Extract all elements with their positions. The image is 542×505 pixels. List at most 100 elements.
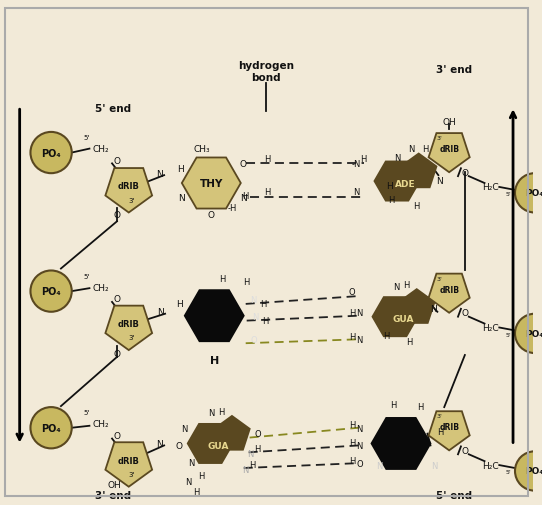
Text: N: N: [248, 449, 254, 458]
Text: N: N: [156, 169, 163, 178]
Text: dRIB: dRIB: [118, 456, 140, 465]
Polygon shape: [372, 297, 418, 337]
Circle shape: [515, 314, 542, 354]
Text: N: N: [357, 441, 363, 450]
Polygon shape: [399, 289, 435, 323]
Text: O: O: [357, 459, 363, 468]
Text: N: N: [156, 439, 163, 448]
Polygon shape: [105, 442, 152, 487]
Text: H: H: [349, 309, 355, 318]
Text: H: H: [422, 145, 429, 154]
Text: bond: bond: [251, 73, 281, 83]
Text: H: H: [403, 280, 409, 289]
Text: H: H: [243, 277, 250, 286]
Circle shape: [30, 133, 72, 174]
Text: N: N: [394, 154, 400, 163]
Text: O: O: [113, 157, 120, 166]
Text: H: H: [218, 407, 224, 416]
Text: hydrogen: hydrogen: [238, 61, 294, 71]
Text: H: H: [417, 402, 424, 411]
Text: H: H: [198, 472, 205, 480]
Text: 5' end: 5' end: [436, 490, 472, 499]
Text: CH₂: CH₂: [93, 145, 109, 154]
Text: N: N: [431, 461, 437, 470]
Text: H: H: [388, 196, 395, 205]
Polygon shape: [185, 290, 244, 341]
Text: PO₄: PO₄: [41, 148, 61, 158]
Text: H: H: [386, 182, 392, 191]
Text: H: H: [360, 155, 367, 164]
Circle shape: [30, 271, 72, 312]
Text: dRIB: dRIB: [118, 182, 140, 191]
Text: 3' end: 3' end: [436, 65, 472, 75]
Text: dRIB: dRIB: [118, 320, 140, 328]
Text: CH₃: CH₃: [193, 145, 210, 154]
Text: 3': 3': [436, 276, 442, 281]
Text: N: N: [178, 194, 185, 203]
Text: O: O: [461, 309, 468, 318]
Text: 5' end: 5' end: [95, 104, 131, 114]
Text: N: N: [436, 176, 443, 185]
Text: H₂C: H₂C: [482, 183, 499, 192]
Text: N: N: [353, 188, 360, 197]
Text: 5': 5': [83, 409, 89, 415]
Text: 3': 3': [128, 197, 135, 204]
Text: H: H: [437, 427, 443, 436]
Text: N: N: [185, 477, 192, 486]
Text: H₂C: H₂C: [482, 461, 499, 470]
Polygon shape: [429, 274, 470, 313]
Text: 3' end: 3' end: [95, 490, 131, 499]
Text: O: O: [239, 160, 246, 169]
Text: 5': 5': [505, 192, 511, 197]
Text: O: O: [461, 168, 468, 177]
Text: H: H: [349, 438, 355, 447]
Text: 3': 3': [128, 335, 135, 341]
Text: PO₄: PO₄: [41, 286, 61, 296]
Polygon shape: [182, 158, 241, 209]
Text: H: H: [242, 192, 249, 201]
Text: N: N: [357, 309, 363, 318]
Text: H: H: [249, 460, 256, 469]
Polygon shape: [105, 169, 152, 213]
Text: N: N: [182, 424, 188, 433]
Text: O: O: [113, 349, 120, 358]
Circle shape: [515, 451, 542, 491]
Text: N: N: [430, 305, 437, 314]
Text: H: H: [262, 317, 268, 325]
Text: PO₄: PO₄: [526, 189, 542, 198]
Text: O: O: [349, 287, 355, 296]
Text: N: N: [393, 282, 399, 291]
Text: 5': 5': [83, 274, 89, 280]
Text: N: N: [253, 313, 259, 322]
Text: N: N: [357, 424, 363, 433]
Circle shape: [30, 408, 72, 448]
Polygon shape: [188, 424, 233, 463]
Text: OH: OH: [107, 480, 121, 489]
Text: N: N: [157, 308, 164, 317]
Text: O: O: [208, 211, 215, 220]
Text: H: H: [264, 155, 270, 164]
Text: 5': 5': [505, 332, 511, 337]
Polygon shape: [429, 134, 470, 173]
Text: H: H: [414, 201, 420, 211]
Text: PO₄: PO₄: [526, 467, 542, 476]
Text: O: O: [250, 335, 257, 344]
Text: N: N: [376, 461, 383, 470]
Text: H: H: [254, 444, 261, 453]
Text: dRIB: dRIB: [439, 422, 459, 431]
Text: H: H: [349, 456, 355, 465]
Text: N: N: [408, 145, 414, 154]
Text: H: H: [177, 300, 183, 309]
Text: O: O: [113, 295, 120, 304]
Text: 3': 3': [436, 414, 442, 419]
Text: dRIB: dRIB: [439, 285, 459, 294]
Text: 3': 3': [436, 136, 442, 141]
Text: H: H: [390, 400, 396, 409]
Text: H: H: [219, 274, 225, 283]
Text: O: O: [113, 431, 120, 440]
Text: N: N: [189, 458, 195, 467]
Text: H: H: [210, 355, 219, 365]
Text: N: N: [357, 335, 363, 344]
Polygon shape: [214, 416, 250, 450]
Text: N: N: [208, 409, 215, 418]
